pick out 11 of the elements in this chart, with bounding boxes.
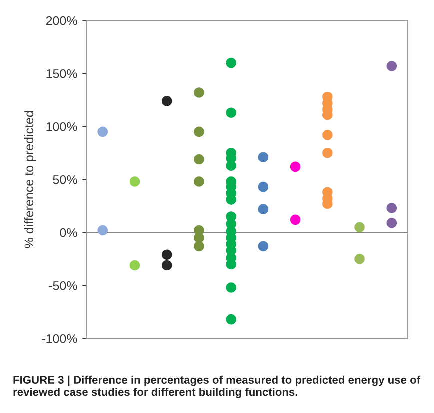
y-tick-label: 200% xyxy=(46,16,78,26)
caption: FIGURE 3 | Difference in percentages of measured to predicted energy use of reviewed case studies for different building functions. xyxy=(14,376,421,398)
point xyxy=(226,314,236,325)
y-axis-title: % difference to predicted xyxy=(24,111,36,248)
y-tick-label: -100% xyxy=(42,334,78,344)
y-tick-label: 150% xyxy=(46,69,78,78)
y-tick-label: 0% xyxy=(60,228,78,238)
y-tick-label: 100% xyxy=(46,122,78,132)
y-tick-label: 50% xyxy=(53,175,78,184)
point xyxy=(226,282,236,293)
y-tick-label: -50% xyxy=(49,281,78,290)
